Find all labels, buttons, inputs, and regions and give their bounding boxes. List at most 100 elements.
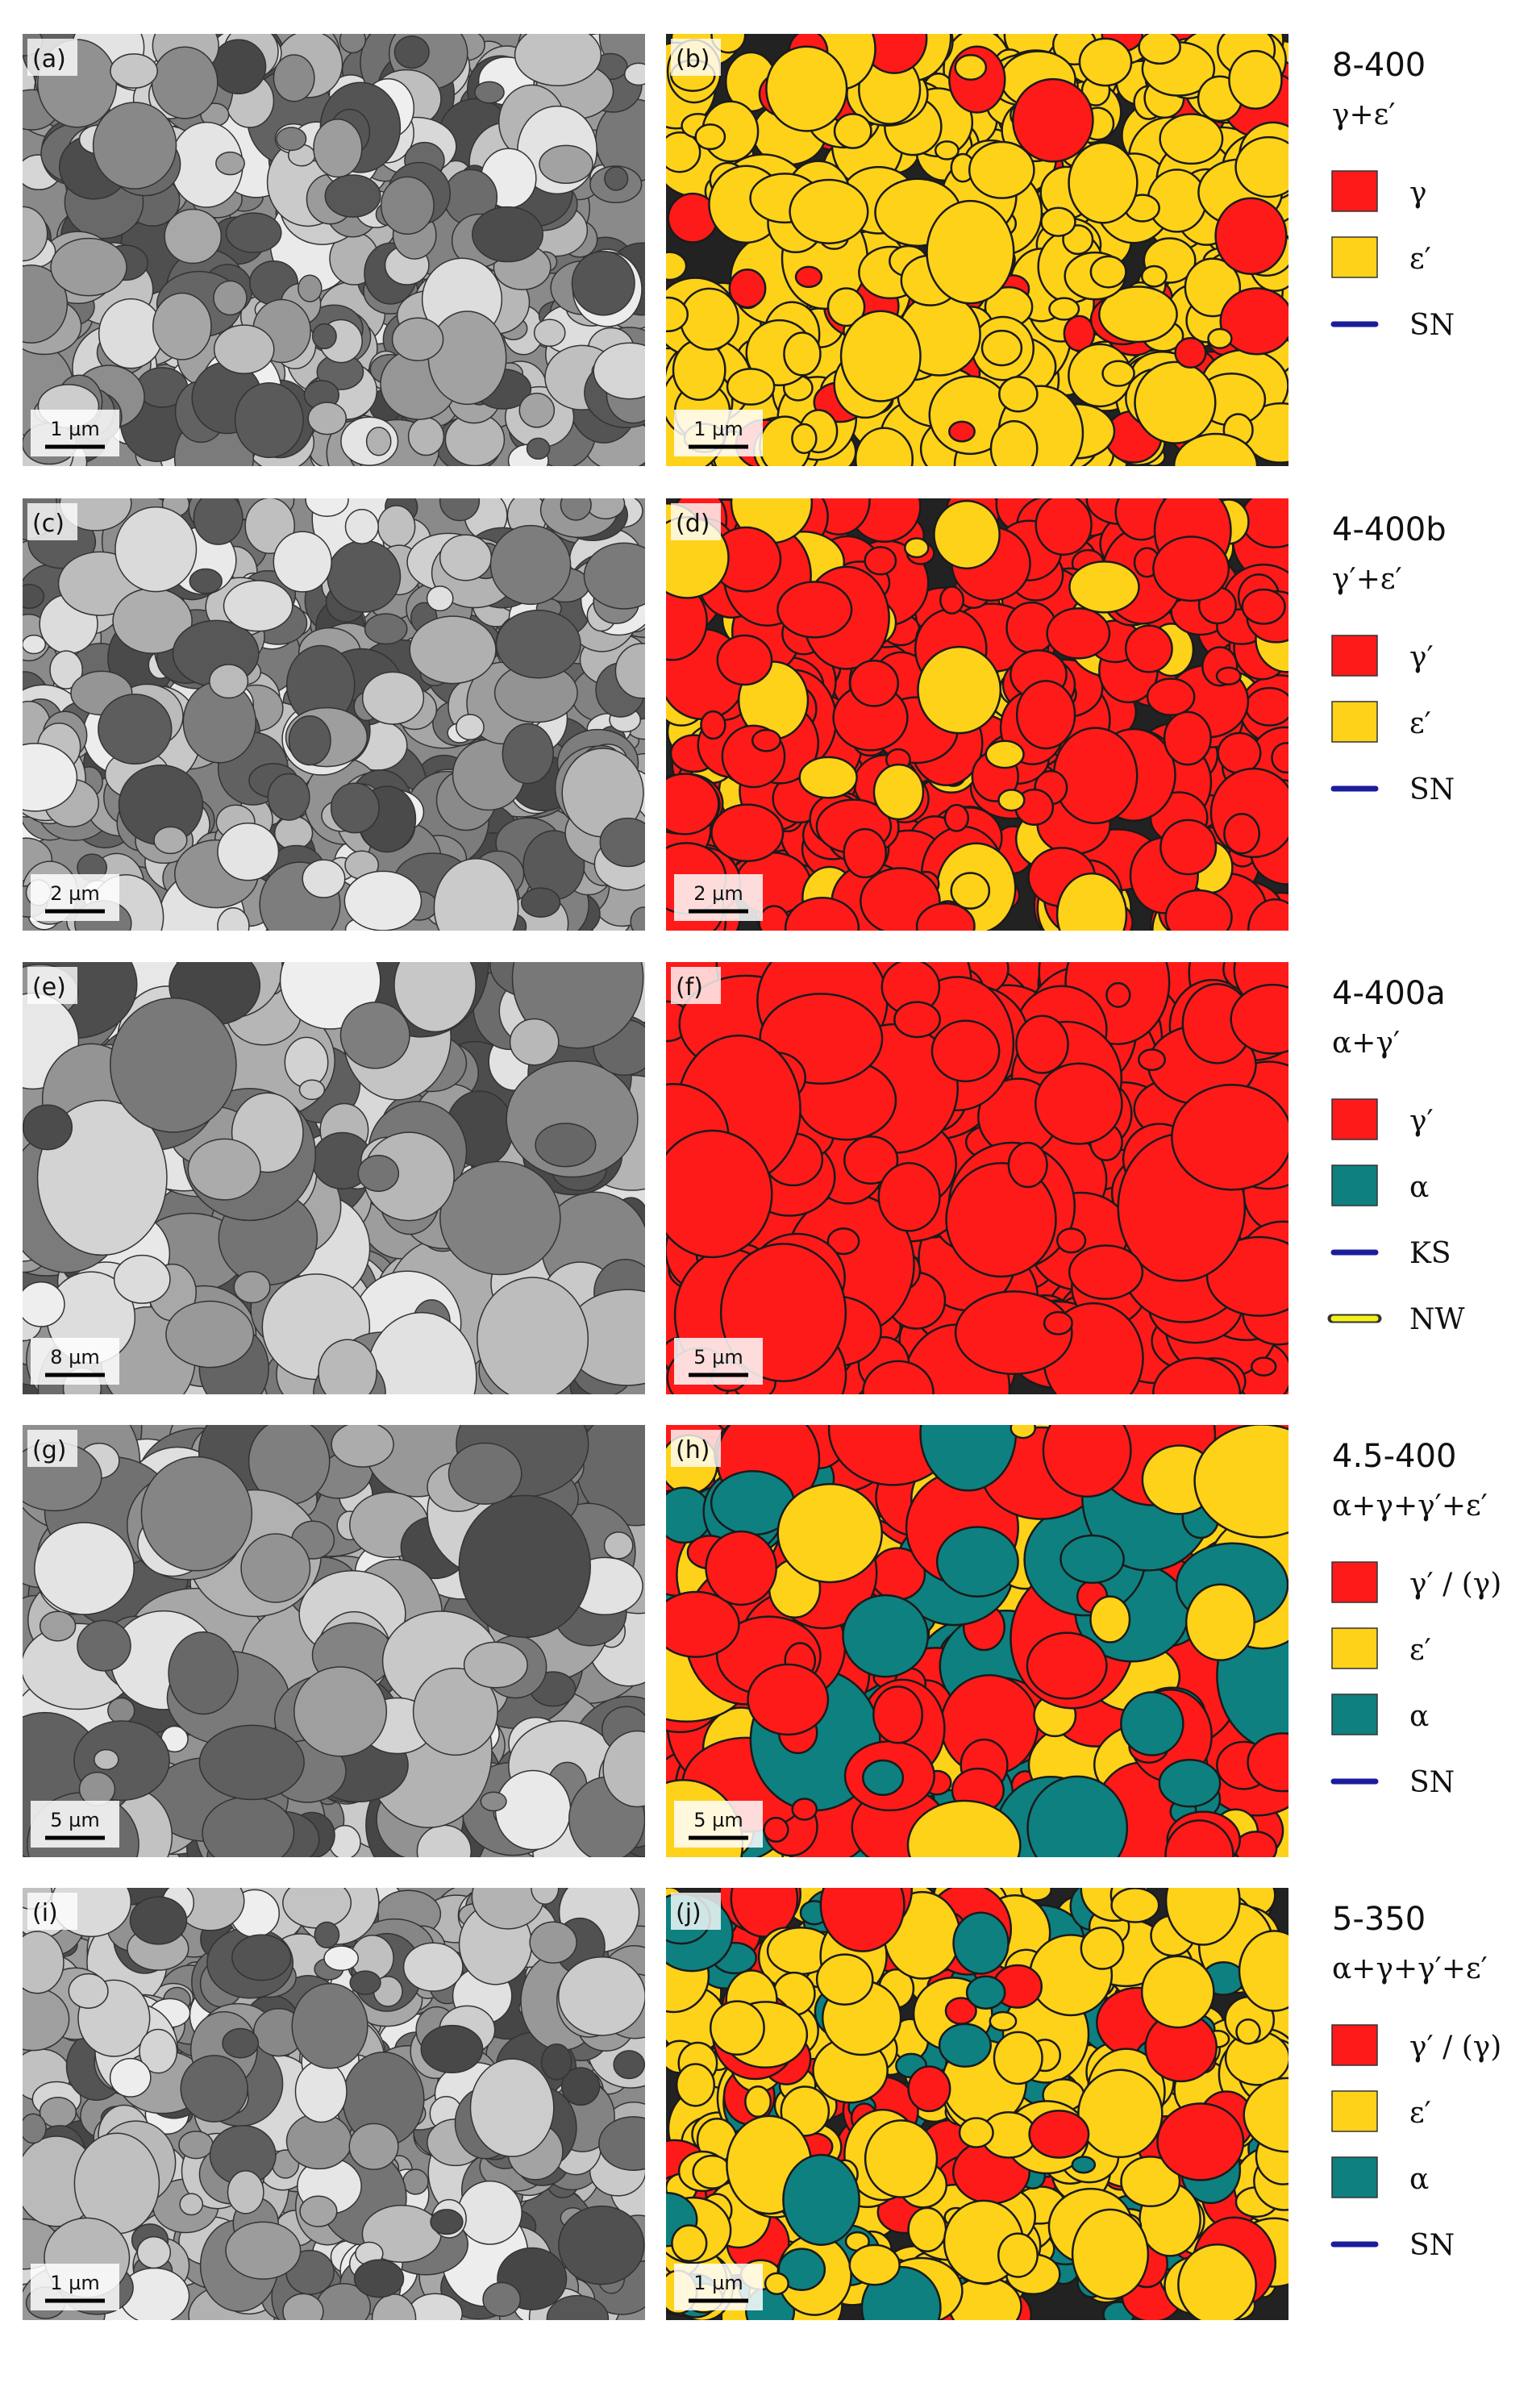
grain xyxy=(234,381,304,459)
grain xyxy=(1184,1583,1255,1661)
legend-label: ε′ xyxy=(1409,1634,1431,1667)
grain xyxy=(679,287,739,351)
grain xyxy=(98,694,173,765)
grain xyxy=(1219,287,1288,356)
sample-title: 4.5-400 xyxy=(1332,1438,1456,1475)
grain xyxy=(273,531,332,593)
grain xyxy=(571,250,635,316)
grain xyxy=(23,206,48,262)
phase-list: α+γ+γ′+ε′ xyxy=(1332,1952,1488,1985)
grain xyxy=(950,872,991,910)
grain xyxy=(1015,1014,1069,1074)
grain xyxy=(193,498,244,545)
legend-label: SN xyxy=(1409,309,1455,342)
grain xyxy=(843,827,887,879)
legend-label: SN xyxy=(1409,773,1455,806)
panel-label-box xyxy=(27,967,77,1004)
grain xyxy=(1068,560,1140,614)
grain xyxy=(267,773,310,821)
grain xyxy=(819,1888,905,1952)
grain xyxy=(439,534,493,581)
grain xyxy=(1238,1930,1288,2012)
grain xyxy=(1098,285,1178,344)
grain xyxy=(282,2293,324,2320)
grain xyxy=(826,1227,860,1256)
grain xyxy=(78,1772,116,1806)
grain xyxy=(302,859,346,898)
grain xyxy=(49,650,84,689)
scale-bar-label: 8 µm xyxy=(50,1346,100,1369)
grain xyxy=(402,2168,429,2195)
grain xyxy=(1164,889,1233,931)
grain xyxy=(313,119,363,178)
panel-label-box xyxy=(27,1893,77,1930)
panel-label: (b) xyxy=(676,45,710,73)
grain xyxy=(393,962,477,1033)
grain xyxy=(998,376,1039,413)
scale-bar-label: 5 µm xyxy=(50,1809,100,1831)
grain xyxy=(872,1685,924,1744)
grain xyxy=(502,723,554,785)
grain xyxy=(1159,113,1224,165)
grain xyxy=(877,1161,941,1232)
grain xyxy=(231,1934,292,1981)
grain xyxy=(710,803,785,862)
legend-swatch xyxy=(1331,1694,1378,1735)
grain xyxy=(776,1483,883,1584)
grain xyxy=(958,2117,994,2148)
grain xyxy=(794,265,823,289)
grain xyxy=(848,2243,901,2286)
grain xyxy=(136,2235,172,2269)
grain xyxy=(284,1036,329,1088)
grain xyxy=(189,568,223,594)
grain xyxy=(945,1161,1057,1278)
scale-bar-label: 1 µm xyxy=(693,2272,743,2294)
grain xyxy=(110,53,158,89)
grain xyxy=(1235,2018,1261,2045)
grain xyxy=(365,427,392,456)
phase-list: γ′+ε′ xyxy=(1332,563,1402,596)
grain xyxy=(560,498,592,521)
grain xyxy=(1159,819,1218,876)
grain xyxy=(989,2010,1018,2031)
grain xyxy=(349,1970,381,1995)
panel-label-box xyxy=(27,503,77,540)
grain xyxy=(409,615,497,685)
grain xyxy=(1247,1732,1288,1793)
grain xyxy=(463,1641,528,1689)
grain xyxy=(985,739,1025,769)
grain xyxy=(842,1594,930,1678)
phase-list: α+γ′ xyxy=(1332,1027,1400,1060)
grain xyxy=(934,140,960,160)
grain xyxy=(1177,2243,1257,2320)
grain xyxy=(314,1921,340,1948)
grain xyxy=(915,902,976,931)
legend-label: ε′ xyxy=(1409,2097,1431,2130)
grain xyxy=(666,296,689,333)
grain xyxy=(294,2060,348,2123)
grain xyxy=(377,505,416,548)
grain xyxy=(666,773,720,835)
grain xyxy=(339,1002,410,1069)
grain xyxy=(1152,1356,1242,1394)
grain xyxy=(50,237,127,297)
legend-label: α xyxy=(1409,1171,1429,1204)
grain xyxy=(474,81,505,104)
grain xyxy=(210,39,267,95)
grain xyxy=(94,1748,119,1771)
grain xyxy=(864,546,897,576)
grain xyxy=(225,212,282,253)
grain xyxy=(1124,624,1173,673)
grain xyxy=(839,310,922,402)
grain xyxy=(798,756,858,799)
grain xyxy=(420,2024,484,2073)
grain xyxy=(480,1791,507,1812)
grain xyxy=(968,140,1035,199)
grain xyxy=(439,498,481,522)
grain xyxy=(365,1311,477,1394)
grain xyxy=(1217,731,1262,774)
grain xyxy=(529,1921,577,1964)
grain xyxy=(1120,1691,1184,1756)
grain xyxy=(952,1911,1010,1975)
legend-swatch xyxy=(1331,2090,1378,2132)
